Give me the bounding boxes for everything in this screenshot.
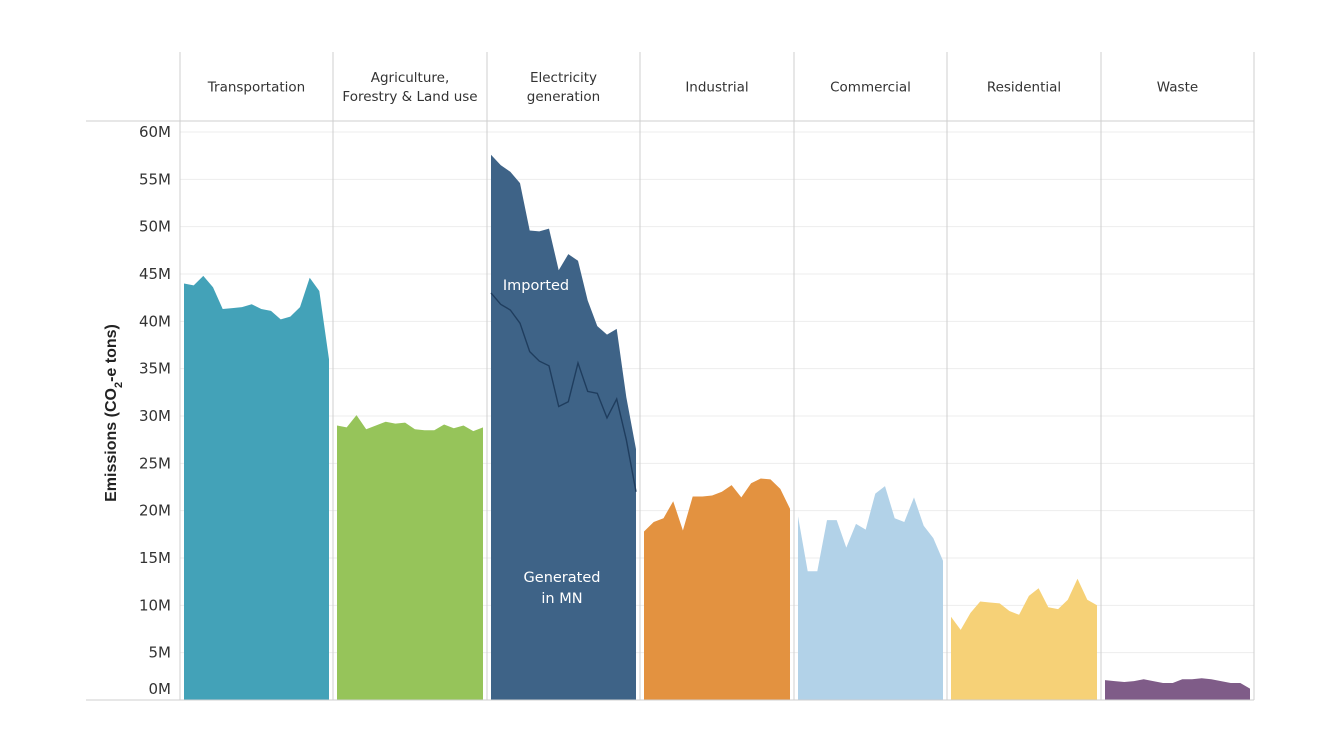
panel-header-commercial: Commercial	[830, 80, 911, 96]
y-tick-label: 45M	[139, 265, 171, 283]
y-axis-title-main: Emissions (CO	[103, 388, 120, 502]
panel-header-waste: Waste	[1157, 80, 1198, 96]
area-waste	[1105, 678, 1250, 700]
y-axis-title-subscript: 2	[113, 382, 125, 388]
generated-imported-boundary	[490, 292, 637, 492]
y-axis-title: Emissions (CO2-e tons)	[103, 324, 125, 502]
y-tick-label: 25M	[139, 454, 171, 472]
panel-header-electricity: Electricity	[530, 70, 597, 86]
panel-header-industrial: Industrial	[685, 80, 748, 96]
annotation-generated: Generated	[524, 570, 601, 586]
area-transportation	[184, 275, 329, 700]
y-axis: 0M 5M 10M 15M 20M 25M 30M 35M 40M 45M 50M 55M 60M	[139, 123, 171, 698]
annotation-imported: Imported	[503, 278, 569, 294]
y-tick-label: 50M	[139, 218, 171, 236]
y-tick-label: 10M	[139, 596, 171, 614]
annotation-generated: in MN	[541, 591, 582, 607]
y-tick-label: 0M	[149, 680, 172, 698]
y-tick-label: 40M	[139, 312, 171, 330]
y-tick-label: 35M	[139, 360, 171, 378]
panel-headers: Transportation Agriculture, Forestry & Lan…	[207, 70, 1198, 105]
area-series	[184, 154, 1250, 700]
annotations: Imported Generated in MN	[503, 278, 601, 607]
y-axis-title-tail: -e tons)	[103, 324, 120, 382]
panel-header-residential: Residential	[987, 80, 1061, 96]
y-tick-label: 20M	[139, 502, 171, 520]
y-tick-label: 15M	[139, 549, 171, 567]
panel-header-agriculture: Forestry & Land use	[342, 89, 477, 105]
area-residential	[951, 578, 1097, 700]
panel-frame	[86, 52, 1255, 701]
y-tick-label: 5M	[149, 644, 172, 662]
y-tick-label: 55M	[139, 170, 171, 188]
area-commercial	[798, 486, 943, 700]
area-industrial	[644, 478, 790, 700]
panel-header-transportation: Transportation	[207, 80, 305, 96]
panel-header-electricity: generation	[527, 89, 600, 105]
y-tick-label: 30M	[139, 407, 171, 425]
area-electricity	[491, 154, 636, 700]
area-agriculture	[337, 415, 483, 700]
panel-header-agriculture: Agriculture,	[371, 70, 450, 86]
y-tick-label: 60M	[139, 123, 171, 141]
